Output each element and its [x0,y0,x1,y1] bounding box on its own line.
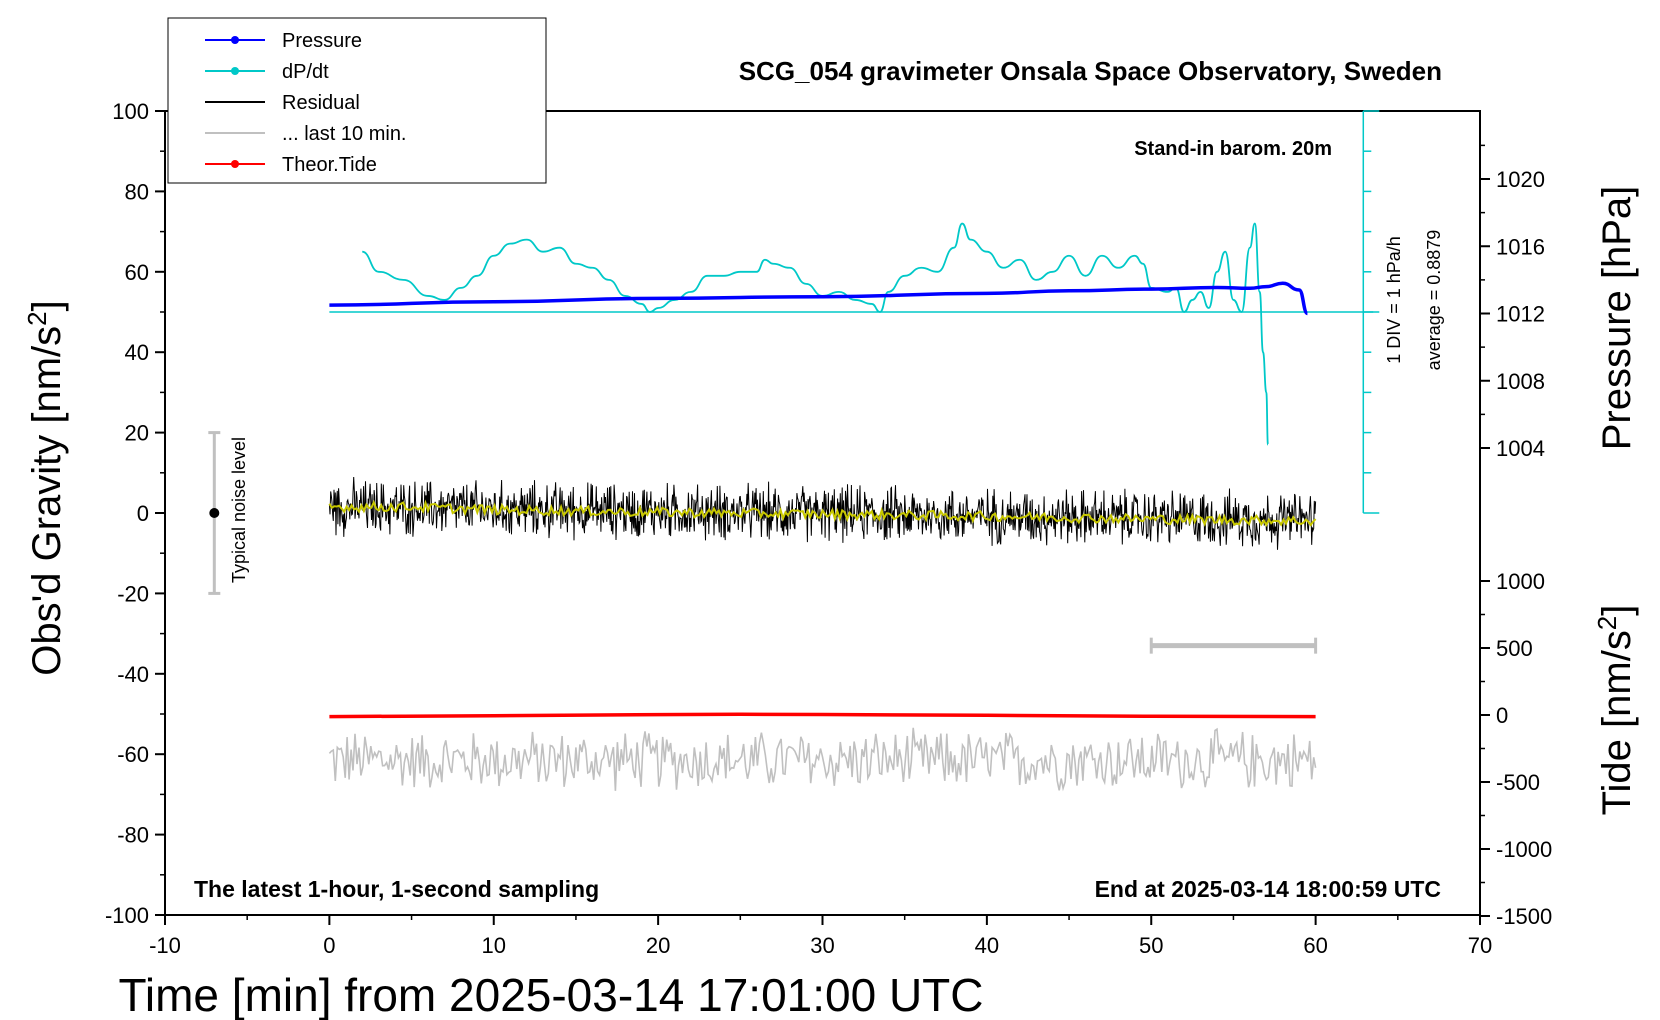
tide-tick-label: 0 [1496,703,1508,728]
pressure-axis-label: Pressure [hPa] [1595,186,1639,451]
noise-label: Typical noise level [229,437,249,583]
tide-tick-label: -500 [1496,770,1540,795]
average-label: average = 0.8879 [1424,230,1444,371]
x-tick-label: 40 [975,933,999,958]
x-tick-label: 70 [1468,933,1492,958]
pressure-tick-label: 1012 [1496,302,1545,327]
x-tick-label: 10 [482,933,506,958]
legend-box [167,17,547,184]
legend-marker [231,36,239,44]
series-group [208,110,1380,792]
tide-tick-label: -1500 [1496,904,1552,929]
div-label: 1 DIV = 1 hPa/h [1384,236,1404,364]
pressure-tick-label: 1004 [1496,436,1545,461]
x-tick-label: -10 [149,933,181,958]
chart-title: SCG_054 gravimeter Onsala Space Observat… [739,56,1442,86]
tide-tick-label: 1000 [1496,569,1545,594]
y-axis-left-label: Obs'd Gravity [nm/s2] [22,300,69,676]
dpdt-line [362,222,1269,446]
tide-tick-label: 500 [1496,636,1533,661]
legend-label: Residual [282,92,360,114]
x-tick-label: 20 [646,933,670,958]
residual-smoothed-line [328,499,1317,528]
x-tick-label: 60 [1303,933,1327,958]
y-tick-label: -20 [117,581,149,606]
legend: Pressure dP/dt Residual ... last 10 min. The… [167,17,547,184]
pressure-tick-label: 1020 [1496,167,1545,192]
legend-label: Pressure [282,30,362,52]
y-tick-label: -80 [117,823,149,848]
legend-marker [231,67,239,75]
y-tick-label: 0 [137,501,149,526]
y-tick-label: 100 [112,99,149,124]
ticks-group: -10 0 10 20 30 40 50 60 70100806040200-20-40-60-… [105,99,1552,958]
tide-tick-label: -1000 [1496,837,1552,862]
tide-axis-label: Tide [nm/s2] [1592,605,1639,816]
last-10-min-line [328,727,1317,792]
end-at-annotation: End at 2025-03-14 18:00:59 UTC [1095,876,1441,902]
latest-sampling-annotation: The latest 1-hour, 1-second sampling [194,876,599,902]
y-tick-label: 40 [125,340,149,365]
residual-line [328,476,1317,550]
x-tick-label: 0 [323,933,335,958]
y-axis-left-label-sup: 2 [22,311,52,325]
x-axis-label: Time [min] from 2025-03-14 17:01:00 UTC [119,969,984,1020]
y-tick-label: -60 [117,742,149,767]
legend-label: Theor.Tide [282,154,377,176]
noise-bar-dot [209,508,220,518]
legend-marker [231,160,239,168]
pressure-tick-label: 1016 [1496,234,1545,259]
tide-axis-label-sup: 2 [1592,616,1622,630]
pressure-tick-label: 1008 [1496,369,1545,394]
y-tick-label: 80 [125,179,149,204]
theoretical-tide-line [329,712,1316,719]
stand-in-annotation: Stand-in barom. 20m [1134,138,1332,160]
legend-label: ... last 10 min. [282,123,407,145]
y-tick-label: 60 [125,260,149,285]
legend-label: dP/dt [282,61,329,83]
y-tick-label: -100 [105,903,149,928]
x-tick-label: 30 [810,933,834,958]
y-tick-label: 20 [125,421,149,446]
x-tick-label: 50 [1139,933,1163,958]
pressure-line [329,281,1309,316]
y-tick-label: -40 [117,662,149,687]
